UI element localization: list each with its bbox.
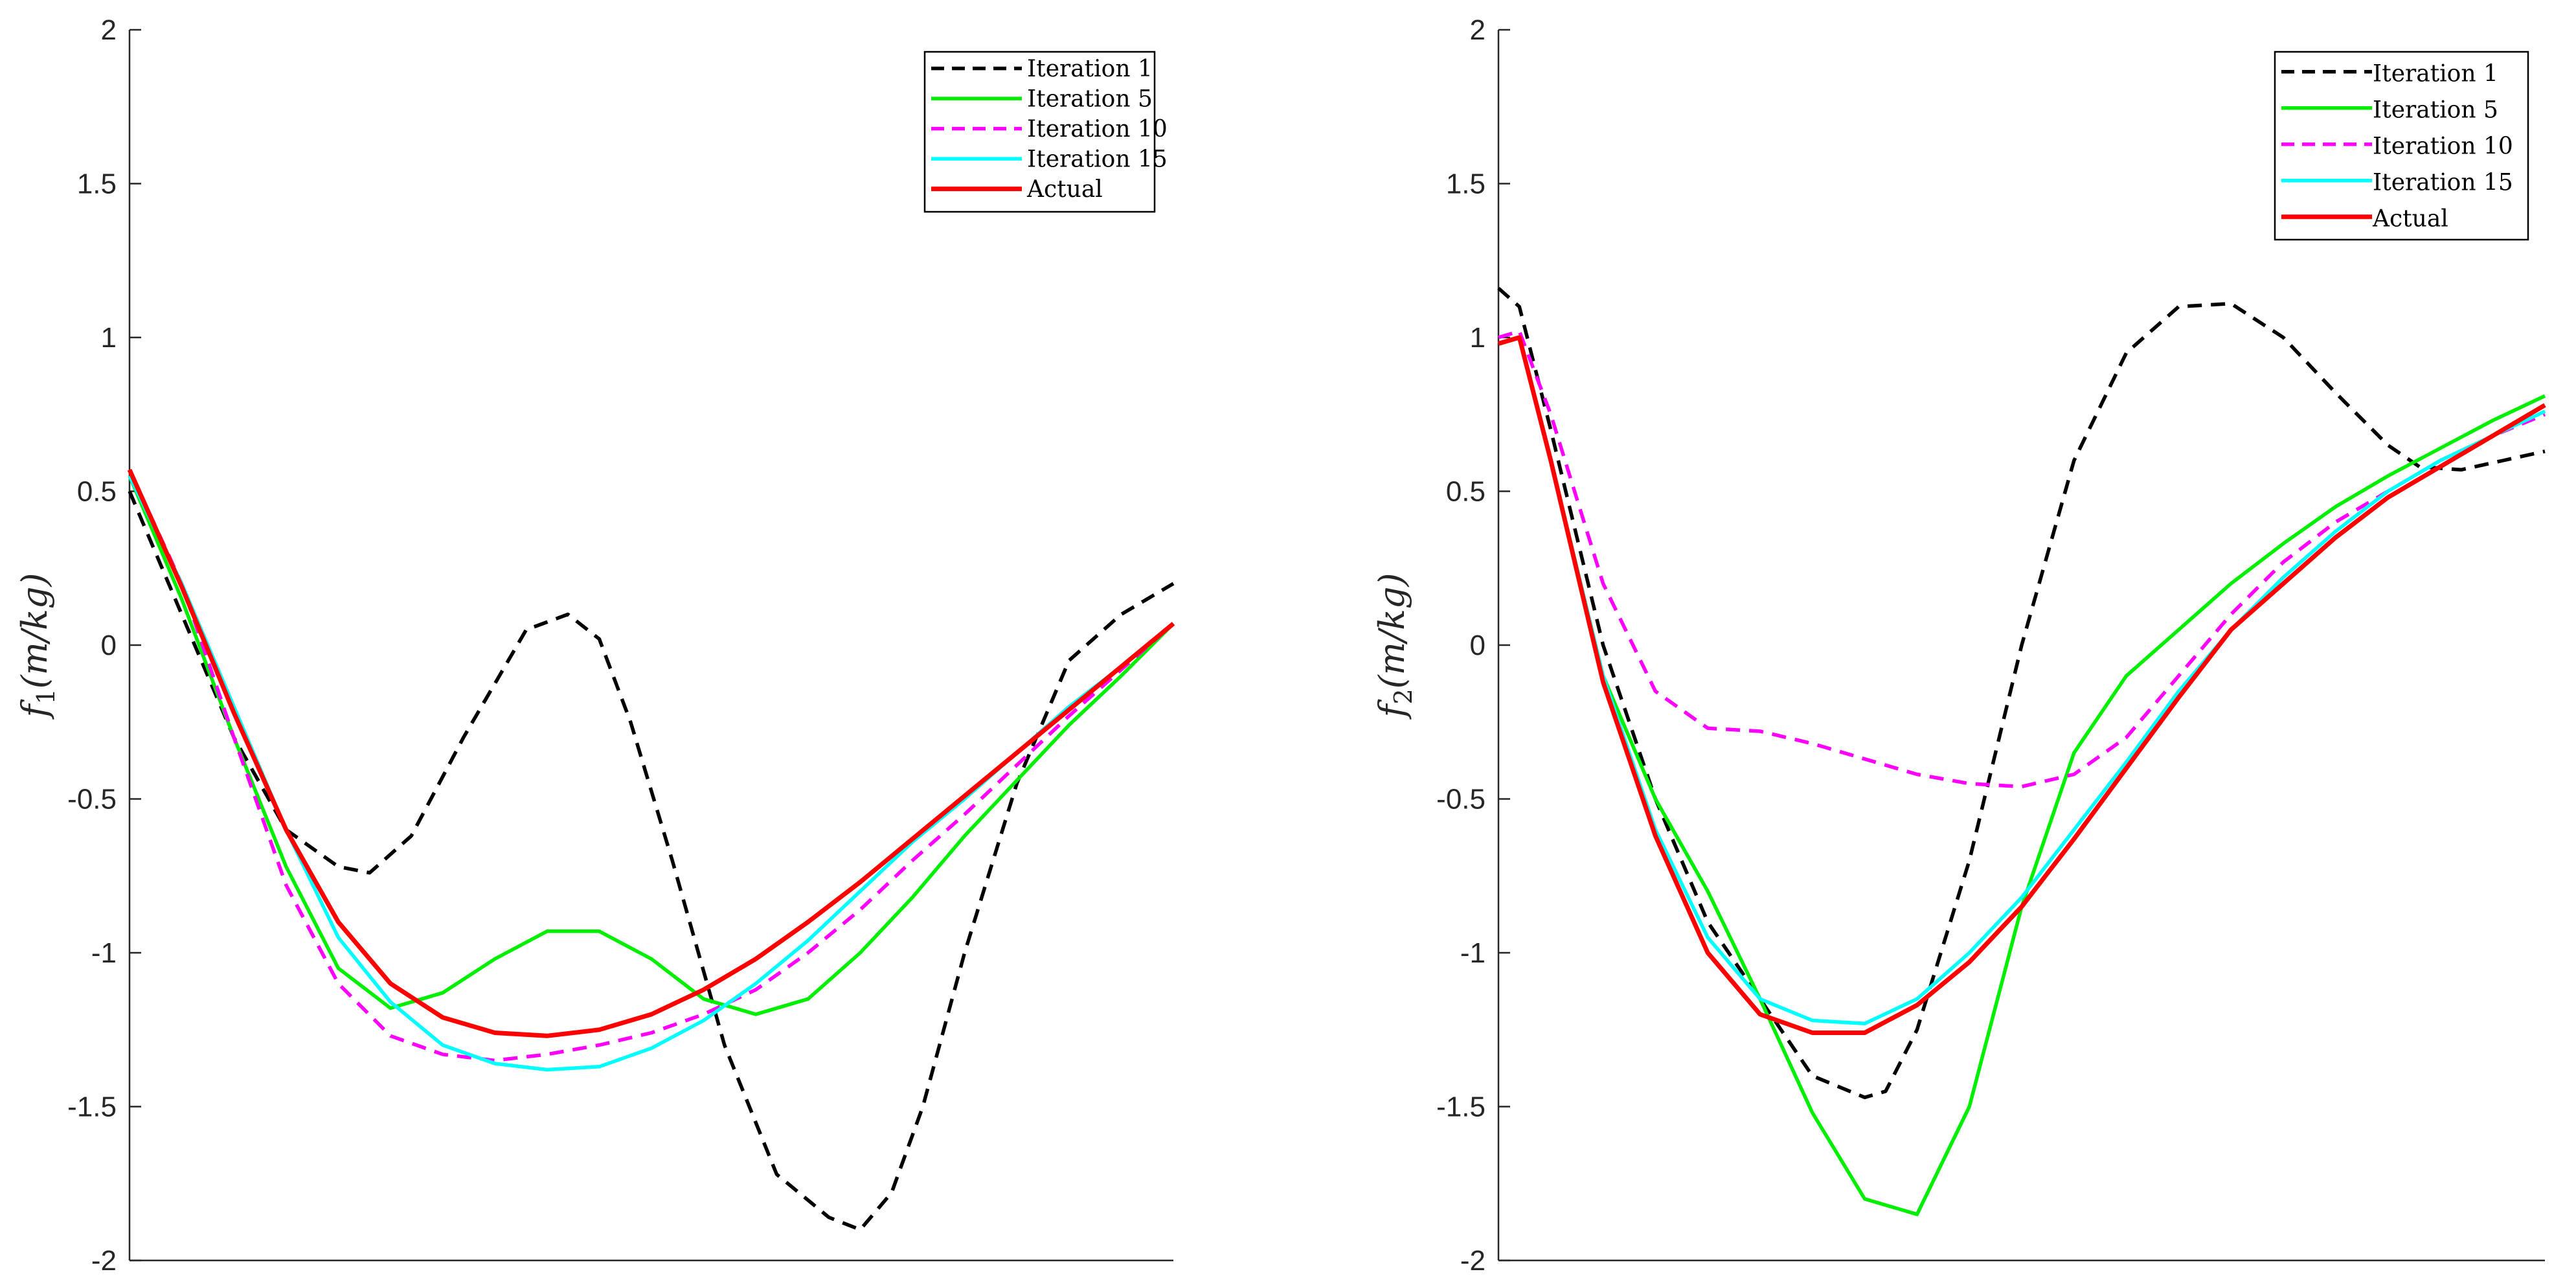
legend-label: Iteration 5 (2373, 97, 2498, 124)
legend-label: Actual (1026, 176, 1103, 203)
chart-panel-1: -2 -1.5 -1 -0.5 0 0.5 1 1.5 2 f1(m/kg) Iteration 1… (14, 14, 1175, 1277)
y-tick-label: -2 (1460, 1245, 1486, 1277)
y-tick-label: -0.5 (1436, 784, 1486, 815)
legend-box (923, 51, 1156, 213)
series-line-iteration-10 (128, 469, 1175, 1063)
legend-label: Iteration 15 (1027, 146, 1168, 173)
y-tick-label: 0 (1470, 630, 1486, 661)
y-tick-label: 2 (101, 14, 117, 46)
y-tick-label: -2 (91, 1245, 117, 1277)
series-line-iteration-15 (1498, 336, 2546, 1026)
y-tick-label: 1.5 (77, 168, 117, 200)
legend-label: Actual (2372, 206, 2448, 233)
y-tick-label: -1.5 (67, 1091, 117, 1123)
y-tick-label: 1 (1470, 322, 1486, 354)
series-line-actual (127, 468, 1175, 1038)
legend-label: Iteration 5 (1027, 86, 1153, 113)
y-tick-label: -1 (1460, 937, 1486, 969)
y-tick-label: 0.5 (1446, 476, 1486, 508)
y-tick-label: 2 (1470, 14, 1486, 46)
series-line-iteration-1 (1497, 286, 2546, 1100)
chart-panel-2: -2 -1.5 -1 -0.5 0 0.5 1 1.5 2 f2(m/kg) Iteration 1… (1372, 14, 2546, 1277)
y-tick-label: -1 (91, 937, 117, 969)
y-tick-label: 1.5 (1446, 168, 1486, 200)
series-line-iteration-1 (128, 490, 1175, 1232)
legend-label: Iteration 10 (2373, 133, 2513, 160)
y-tick-label: 0.5 (77, 476, 117, 508)
y-tick-label: 0 (101, 630, 117, 661)
series-line-iteration-10 (1498, 329, 2546, 789)
series-line-actual (1498, 335, 2546, 1035)
series-line-iteration-5 (128, 475, 1175, 1016)
legend: Iteration 1 Iteration 5 Iteration 10 Iterat… (2274, 51, 2529, 241)
legend-label: Iteration 15 (2373, 170, 2513, 196)
legend-label: Iteration 1 (2373, 61, 2498, 87)
series-line-iteration-5 (1498, 336, 2546, 1216)
y-tick-label: -1.5 (1436, 1091, 1486, 1123)
legend-label: Iteration 1 (1027, 56, 1153, 82)
y-tick-label: 1 (101, 322, 117, 354)
legend-box (2274, 51, 2529, 241)
legend-label: Iteration 10 (1027, 116, 1168, 142)
y-axis-label: f2(m/kg) (1372, 573, 1418, 720)
y-axis-label: f1(m/kg) (14, 573, 60, 720)
y-tick-label: -0.5 (67, 784, 117, 815)
legend: Iteration 1 Iteration 5 Iteration 10 Iterat… (923, 51, 1168, 213)
series-line-iteration-15 (128, 475, 1175, 1072)
